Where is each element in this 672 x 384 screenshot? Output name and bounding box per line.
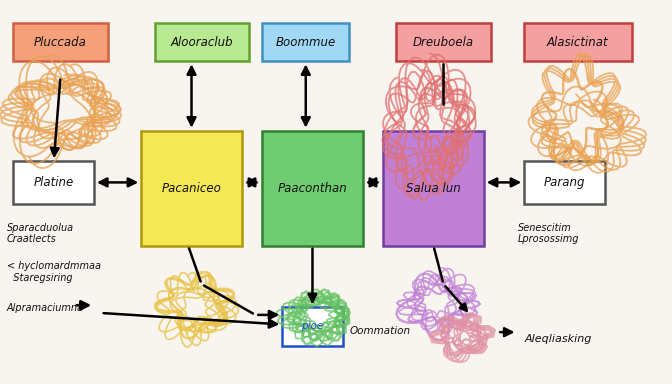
FancyBboxPatch shape [524,161,605,204]
Text: Pacaniceo: Pacaniceo [161,182,222,195]
FancyBboxPatch shape [282,307,343,346]
Text: < hyclomardmmaa
  Staregsiring: < hyclomardmmaa Staregsiring [7,261,101,283]
FancyBboxPatch shape [13,23,108,61]
FancyBboxPatch shape [383,131,484,246]
Text: Dreuboela: Dreuboela [413,36,474,49]
Text: Platine: Platine [34,176,74,189]
Text: Alooraclub: Alooraclub [170,36,233,49]
Text: Sparacduolua
Craatlects: Sparacduolua Craatlects [7,223,74,244]
Text: Senescitim
Lprosossimg: Senescitim Lprosossimg [517,223,579,244]
FancyBboxPatch shape [524,23,632,61]
FancyBboxPatch shape [13,161,94,204]
Text: Parang: Parang [544,176,585,189]
Text: Boommue: Boommue [276,36,336,49]
FancyBboxPatch shape [155,23,249,61]
Text: pioe: pioe [301,321,324,331]
Text: Paaconthan: Paaconthan [278,182,347,195]
FancyBboxPatch shape [262,23,349,61]
FancyBboxPatch shape [262,131,363,246]
Text: Alasictinat: Alasictinat [547,36,609,49]
Text: Salua lun: Salua lun [406,182,461,195]
FancyBboxPatch shape [396,23,491,61]
Text: Aleqliasking: Aleqliasking [524,334,591,344]
FancyBboxPatch shape [141,131,242,246]
Text: Alpramaciumna: Alpramaciumna [7,303,84,313]
Text: Pluccada: Pluccada [34,36,87,49]
Text: Oommation: Oommation [349,326,411,336]
